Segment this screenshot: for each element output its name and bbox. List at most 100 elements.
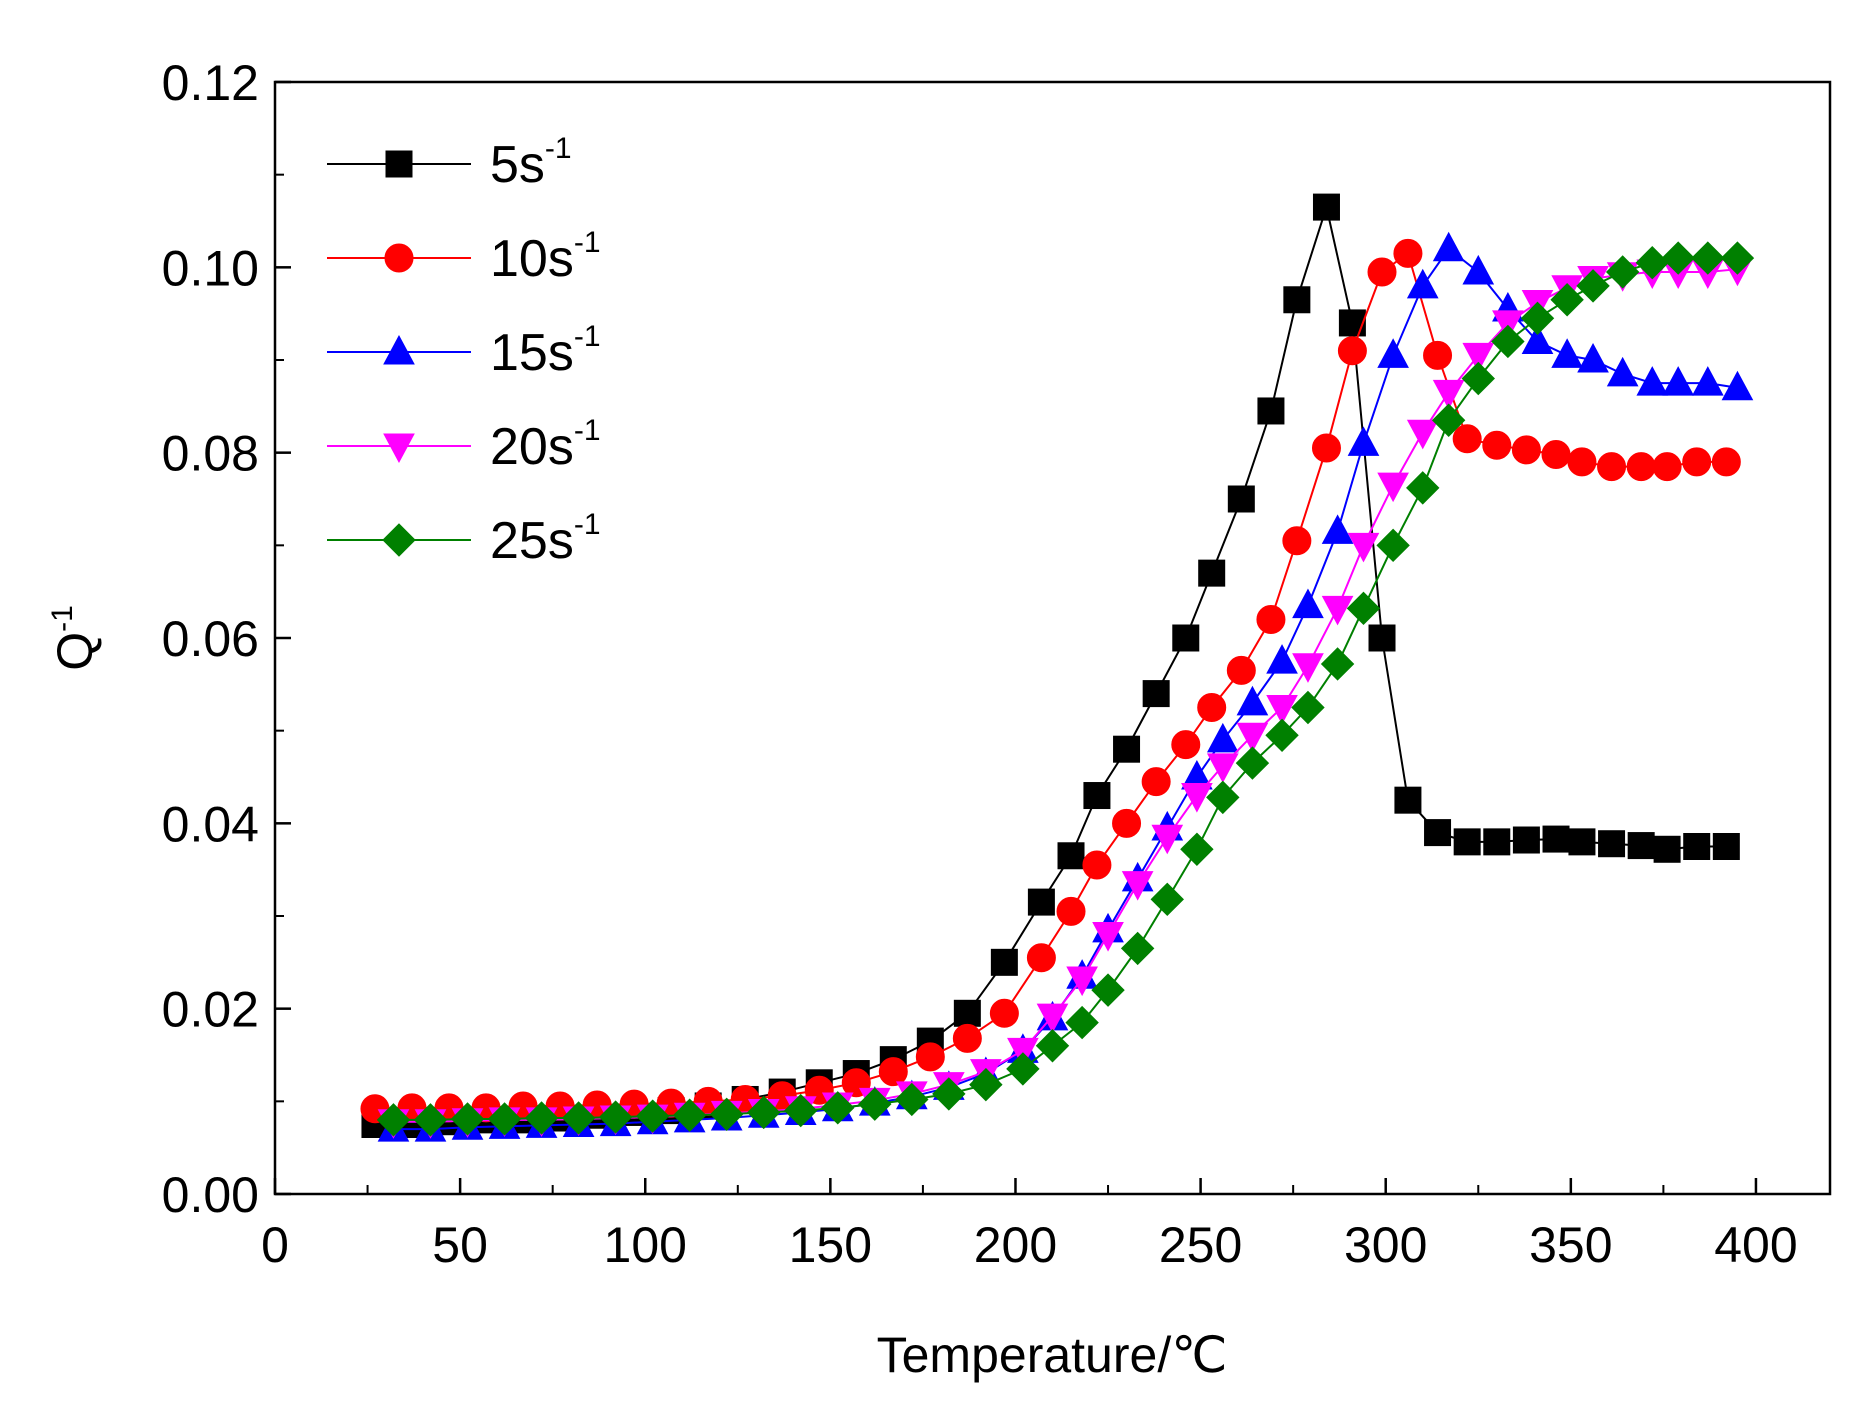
- data-point: [1066, 966, 1098, 997]
- data-point: [989, 998, 1019, 1028]
- data-point: [1521, 324, 1554, 354]
- data-point: [1337, 336, 1367, 366]
- data-point: [524, 1101, 559, 1135]
- data-point: [1347, 426, 1380, 456]
- data-point: [1265, 718, 1299, 753]
- legend-label: 20s-1: [490, 414, 601, 476]
- x-tick-label: 50: [432, 1217, 488, 1273]
- x-tick-label: 400: [1714, 1217, 1797, 1273]
- data-point: [1568, 828, 1596, 856]
- data-point: [1121, 871, 1154, 901]
- data-point: [1550, 283, 1584, 317]
- data-point: [1056, 896, 1086, 926]
- data-point: [952, 1023, 982, 1053]
- data-point: [1112, 808, 1142, 838]
- y-tick-label: 0.12: [162, 55, 259, 111]
- data-point: [709, 1097, 744, 1132]
- data-point: [1682, 447, 1712, 477]
- y-axis-label-base: Q: [47, 632, 103, 671]
- data-point: [1311, 433, 1341, 463]
- data-point: [1321, 595, 1354, 626]
- data-point: [1266, 644, 1298, 674]
- series-3: [377, 256, 1754, 1139]
- data-point: [1424, 819, 1452, 847]
- data-point: [450, 1102, 485, 1136]
- data-point: [1482, 430, 1512, 460]
- data-point: [1226, 655, 1256, 685]
- y-tick-label: 0.02: [162, 982, 259, 1038]
- data-point: [1027, 888, 1055, 916]
- data-point: [1721, 370, 1754, 401]
- data-point: [1577, 342, 1609, 373]
- data-point: [1006, 1052, 1040, 1086]
- data-point: [1452, 424, 1482, 454]
- y-tick-label: 0.08: [162, 426, 259, 482]
- data-point: [1541, 440, 1571, 470]
- data-point: [1236, 722, 1269, 753]
- data-point: [1423, 340, 1453, 370]
- data-point: [1406, 471, 1440, 505]
- data-point: [1083, 782, 1111, 810]
- data-point: [1432, 379, 1465, 410]
- data-point: [1368, 624, 1396, 652]
- data-point: [1605, 255, 1640, 289]
- legend-label-base: 25s: [490, 512, 574, 570]
- legend-label-superscript: -1: [574, 414, 601, 447]
- data-point: [1292, 588, 1324, 619]
- data-point: [1393, 238, 1423, 268]
- legend-label: 5s-1: [490, 132, 572, 194]
- data-point: [1065, 1005, 1099, 1040]
- x-tick-label: 300: [1344, 1217, 1427, 1273]
- series-line: [393, 247, 1738, 1131]
- data-point: [1256, 604, 1286, 634]
- legend-marker: [385, 150, 413, 178]
- y-tick-label: 0.00: [162, 1167, 259, 1223]
- data-point: [1606, 356, 1639, 387]
- data-point: [1431, 403, 1466, 437]
- legend-label: 10s-1: [490, 226, 601, 288]
- data-point: [1511, 435, 1541, 465]
- data-point: [1266, 695, 1298, 725]
- data-point: [1236, 685, 1269, 716]
- data-point: [895, 1082, 929, 1117]
- legend-marker: [382, 523, 416, 557]
- x-axis-label: Temperature/℃: [877, 1327, 1228, 1383]
- legend-label: 25s-1: [490, 508, 601, 570]
- data-point: [1347, 532, 1380, 563]
- data-point: [1197, 693, 1227, 722]
- data-point: [1142, 680, 1170, 708]
- data-point: [413, 1103, 448, 1137]
- legend-item: 25s-1: [327, 508, 601, 570]
- data-point: [1171, 730, 1201, 760]
- data-point: [1683, 833, 1711, 860]
- legend-item: 20s-1: [327, 414, 601, 476]
- data-point: [1180, 832, 1214, 866]
- data-point: [1113, 735, 1141, 763]
- data-point: [1598, 830, 1626, 858]
- data-point: [487, 1102, 522, 1136]
- data-point: [969, 1067, 1003, 1102]
- data-point: [1181, 783, 1213, 813]
- data-point: [1377, 338, 1409, 368]
- data-point: [1206, 753, 1239, 783]
- data-point: [1206, 722, 1239, 753]
- data-point: [1453, 828, 1481, 856]
- legend-label-superscript: -1: [574, 508, 601, 541]
- data-point: [1367, 257, 1397, 287]
- data-point: [1257, 397, 1285, 425]
- data-point: [1636, 366, 1669, 396]
- legend-item: 10s-1: [327, 226, 601, 288]
- data-point: [1712, 833, 1740, 860]
- data-point: [1235, 746, 1270, 780]
- data-point: [561, 1101, 596, 1135]
- series-line: [393, 257, 1738, 1121]
- legend-label-base: 5s: [490, 136, 545, 194]
- legend-marker: [383, 334, 415, 365]
- data-point: [1567, 447, 1597, 477]
- data-point: [1406, 419, 1439, 450]
- data-point: [1346, 591, 1381, 626]
- data-point: [1026, 943, 1056, 973]
- data-point: [1376, 528, 1410, 563]
